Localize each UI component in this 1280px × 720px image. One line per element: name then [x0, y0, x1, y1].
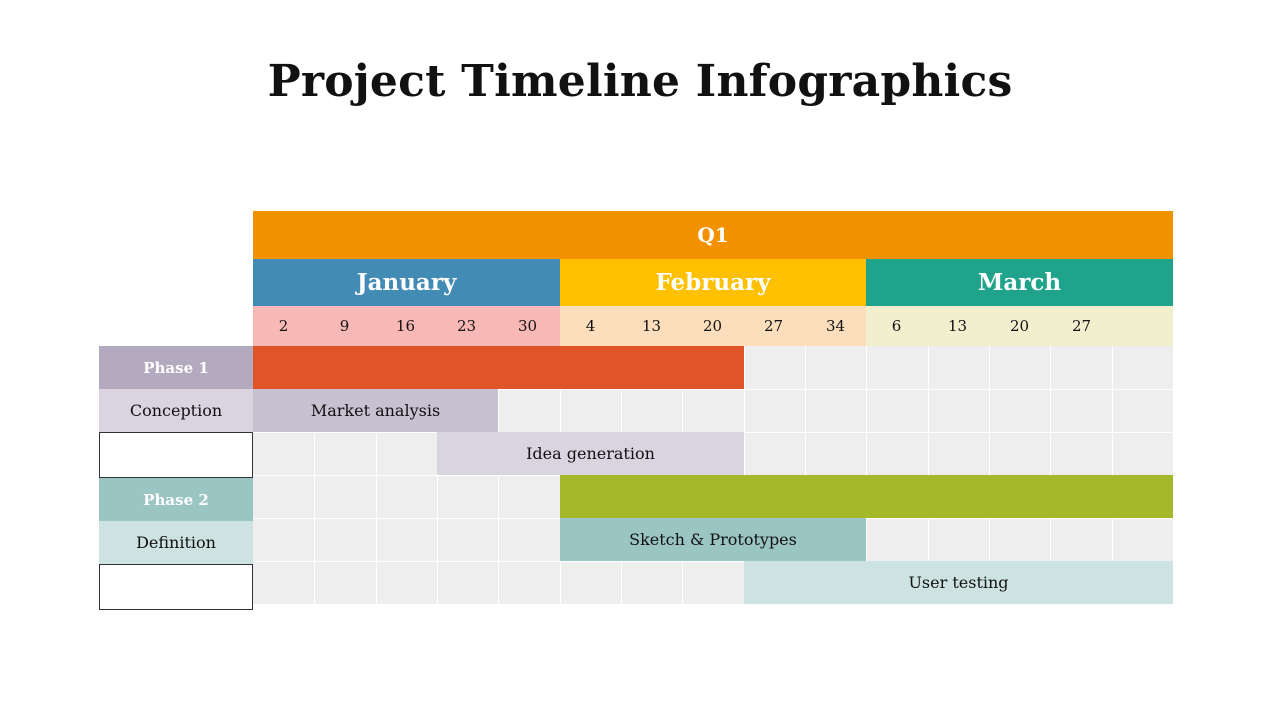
month-label: February: [655, 269, 771, 296]
task-label: Idea generation: [526, 444, 655, 463]
month-label: January: [356, 269, 457, 296]
month-header-march: March: [866, 259, 1173, 306]
definition-text: Definition: [136, 533, 216, 552]
conception-label: Conception: [99, 389, 253, 432]
quarter-label: Q1: [697, 223, 729, 247]
grid-row-line: [253, 389, 1173, 390]
day-label: 23: [456, 317, 477, 335]
empty-label-box: [99, 564, 253, 610]
month-label: March: [977, 269, 1062, 296]
day-label: 9: [339, 317, 350, 335]
page-title: Project Timeline Infographics: [267, 56, 1013, 107]
market-analysis-bar: Market analysis: [253, 389, 498, 432]
month-header-february: February: [560, 259, 866, 306]
day-label: 4: [585, 317, 596, 335]
task-label: Sketch & Prototypes: [629, 530, 797, 549]
day-label: 20: [702, 317, 723, 335]
day-label: 16: [395, 317, 416, 335]
day-label: 27: [1071, 317, 1092, 335]
day-label: 27: [763, 317, 784, 335]
days-row-january: 2 9 16 23 30: [253, 306, 560, 346]
day-label: 6: [891, 317, 902, 335]
phase-1-text: Phase 1: [143, 358, 209, 377]
day-label: 2: [278, 317, 289, 335]
grid-row-line: [253, 561, 1173, 562]
day-label: 30: [517, 317, 538, 335]
phase-1-label: Phase 1: [99, 346, 253, 389]
phase-2-label: Phase 2: [99, 478, 253, 521]
phase-1-bar: [253, 346, 744, 389]
task-label: User testing: [908, 573, 1009, 592]
conception-text: Conception: [129, 401, 223, 420]
day-label: 13: [641, 317, 662, 335]
phase-2-bar: [560, 475, 1173, 518]
quarter-header: Q1: [253, 211, 1173, 259]
empty-label-box: [99, 432, 253, 478]
user-testing-bar: User testing: [744, 561, 1173, 604]
sketch-prototypes-bar: Sketch & Prototypes: [560, 518, 866, 561]
idea-generation-bar: Idea generation: [437, 432, 744, 475]
days-row-february: 4 13 20 27 34: [560, 306, 866, 346]
day-label: 34: [825, 317, 846, 335]
month-header-january: January: [253, 259, 560, 306]
day-label: 13: [947, 317, 968, 335]
phase-2-text: Phase 2: [143, 490, 209, 509]
days-row-march: 6 13 20 27: [866, 306, 1173, 346]
day-label: 20: [1009, 317, 1030, 335]
task-label: Market analysis: [310, 401, 441, 420]
definition-label: Definition: [99, 521, 253, 564]
